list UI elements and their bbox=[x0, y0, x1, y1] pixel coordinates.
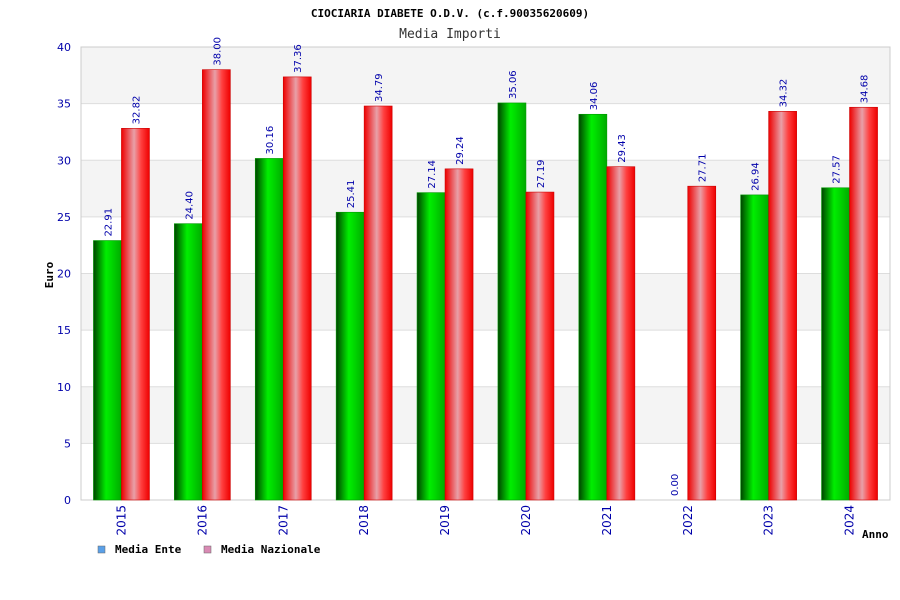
y-tick-label: 5 bbox=[64, 437, 71, 450]
bar bbox=[335, 211, 365, 501]
bar bbox=[821, 187, 850, 501]
x-tick-label: 2024 bbox=[843, 505, 857, 536]
bar bbox=[849, 106, 878, 501]
bar-value-label: 35.06 bbox=[508, 70, 519, 99]
legend-entry: Media Nazionale bbox=[221, 543, 321, 556]
bar-value-label: 29.43 bbox=[617, 134, 628, 163]
y-tick-label: 40 bbox=[57, 41, 71, 54]
bar bbox=[121, 128, 150, 501]
bar-value-label: 0.00 bbox=[670, 474, 681, 496]
bar-value-label: 32.82 bbox=[131, 96, 142, 125]
y-axis-title: Euro bbox=[43, 261, 56, 288]
bar-value-label: 27.19 bbox=[536, 159, 547, 188]
x-tick-label: 2020 bbox=[519, 505, 533, 536]
x-tick-label: 2023 bbox=[762, 505, 776, 536]
y-tick-label: 20 bbox=[57, 268, 71, 281]
bar-labels-group: 22.91 32.82 24.40 38.00 30.16 37.36 25.41 34.79… bbox=[103, 37, 870, 496]
x-tick-label: 2022 bbox=[681, 505, 695, 536]
bar bbox=[525, 191, 555, 501]
bar-value-label: 27.71 bbox=[698, 154, 709, 183]
x-tick-label: 2019 bbox=[438, 505, 452, 536]
bar-value-label: 27.57 bbox=[832, 155, 843, 184]
bar bbox=[282, 76, 312, 501]
x-tick-label: 2017 bbox=[276, 505, 290, 536]
bar bbox=[606, 166, 636, 501]
bar-value-label: 37.36 bbox=[293, 44, 304, 73]
legend: Media Ente Media Nazionale bbox=[97, 543, 321, 556]
x-tick-label: 2018 bbox=[357, 505, 371, 536]
x-tick-label: 2021 bbox=[600, 505, 614, 536]
y-tick-label: 25 bbox=[57, 211, 71, 224]
y-axis-ticks: 0 5 10 15 20 25 30 35 40 bbox=[57, 41, 71, 507]
x-axis-title: Anno bbox=[862, 528, 889, 541]
bar-value-label: 29.24 bbox=[455, 136, 466, 165]
bar-value-label: 34.79 bbox=[374, 73, 385, 102]
x-tick-label: 2016 bbox=[195, 505, 209, 536]
chart-subtitle: Media Importi bbox=[399, 27, 501, 42]
legend-swatch bbox=[203, 545, 212, 554]
plot-frame bbox=[80, 46, 891, 501]
bar bbox=[254, 158, 284, 501]
y-tick-label: 10 bbox=[57, 381, 71, 394]
chart-title: CIOCIARIA DIABETE O.D.V. (c.f.9003562060… bbox=[311, 7, 589, 20]
x-tick-label: 2015 bbox=[114, 505, 128, 536]
bar bbox=[202, 69, 231, 501]
bar bbox=[93, 240, 122, 501]
bar-value-label: 34.68 bbox=[860, 75, 871, 104]
bar-value-label: 22.91 bbox=[103, 208, 114, 237]
bar-value-label: 27.14 bbox=[427, 160, 438, 189]
bar bbox=[768, 111, 797, 501]
bar bbox=[174, 223, 203, 501]
y-tick-label: 30 bbox=[57, 154, 71, 167]
bar bbox=[444, 168, 474, 501]
bar-value-label: 24.40 bbox=[184, 191, 195, 220]
bar-value-label: 38.00 bbox=[212, 37, 223, 66]
legend-swatch bbox=[97, 545, 106, 554]
bar bbox=[740, 194, 769, 501]
bar-value-label: 26.94 bbox=[751, 162, 762, 191]
bar-value-label: 34.06 bbox=[589, 82, 600, 111]
bar bbox=[578, 113, 608, 501]
bar bbox=[687, 185, 717, 501]
bar-value-label: 25.41 bbox=[346, 180, 357, 209]
bar-value-label: 30.16 bbox=[265, 126, 276, 155]
bars-group bbox=[93, 69, 878, 501]
x-axis-ticks: 2015 2016 2017 2018 2019 2020 2021 2022 2023 2024 bbox=[114, 505, 856, 536]
bar bbox=[497, 102, 527, 501]
bar bbox=[416, 192, 446, 501]
y-tick-label: 15 bbox=[57, 324, 71, 337]
bar bbox=[363, 105, 393, 501]
legend-entry: Media Ente bbox=[115, 543, 182, 556]
y-tick-label: 0 bbox=[64, 494, 71, 507]
y-tick-label: 35 bbox=[57, 98, 71, 111]
bar-value-label: 34.32 bbox=[779, 79, 790, 108]
